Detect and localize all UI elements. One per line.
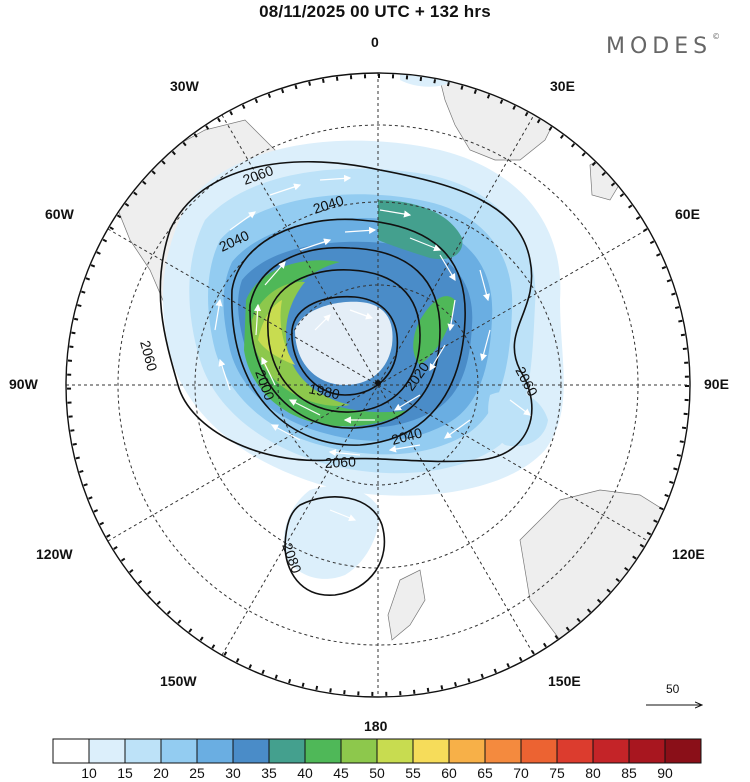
contour-label-2060d: 2060 (324, 453, 356, 471)
contour-label-2040c: 2040 (390, 424, 424, 448)
contour-2000 (267, 269, 421, 413)
shade-15-s (283, 486, 380, 579)
height-contours (159, 160, 533, 596)
colorbar-swatch (556, 738, 594, 764)
colorbar-swatch (592, 738, 630, 764)
colorbar-tick-label: 25 (189, 765, 205, 781)
colorbar-swatch (520, 738, 558, 764)
colorbar-swatch (196, 738, 234, 764)
contour-label-1980: 1980 (307, 380, 341, 402)
colorbar-tick-label: 55 (405, 765, 421, 781)
map-boundary (65, 72, 691, 698)
colorbar-tick-label: 20 (153, 765, 169, 781)
colorbar-swatch (52, 738, 90, 764)
boundary-ticks (67, 74, 689, 696)
colorbar-tick-label: 65 (477, 765, 493, 781)
contour-2020 (249, 246, 441, 429)
colorbar-tick-label: 10 (81, 765, 97, 781)
new-zealand-land (387, 569, 426, 641)
lon-label-150e: 150E (548, 673, 581, 689)
colorbar-swatch (160, 738, 198, 764)
colorbar-swatch (376, 738, 414, 764)
map-title: 08/11/2025 00 UTC + 132 hrs (259, 2, 491, 21)
lon-label-0: 0 (371, 34, 379, 50)
wind-vectors (214, 174, 531, 522)
colorbar-swatch (88, 738, 126, 764)
colorbar-tick-label: 45 (333, 765, 349, 781)
brand-name: MODES (606, 34, 713, 59)
lon-label-90w: 90W (9, 376, 38, 392)
colorbar-tick-label: 90 (657, 765, 673, 781)
contour-label-2060b: 2060 (137, 339, 161, 373)
colorbar-swatch (232, 738, 270, 764)
wind-speed-shading (163, 73, 564, 579)
colorbar-tick-label: 70 (513, 765, 529, 781)
shade-45-ne (413, 296, 455, 365)
colorbar-tick-label: 75 (549, 765, 565, 781)
shade-inner-white (295, 301, 393, 385)
contour-2040 (231, 218, 466, 446)
colorbar-tick-label: 30 (225, 765, 241, 781)
australia-land (519, 489, 690, 681)
lon-label-30w: 30W (170, 78, 199, 94)
colorbar-swatch (412, 738, 450, 764)
colorbar-swatch (268, 738, 306, 764)
lon-label-120w: 120W (36, 546, 73, 562)
shade-55 (258, 300, 295, 365)
shade-40 (378, 200, 463, 260)
shade-15-ne (400, 73, 455, 87)
contour-2060 (159, 160, 533, 463)
lon-label-60w: 60W (45, 206, 74, 222)
colorbar-tick-label: 80 (585, 765, 601, 781)
colorbar-tick-label: 50 (369, 765, 385, 781)
lon-label-150w: 150W (160, 673, 197, 689)
lon-label-120e: 120E (672, 546, 705, 562)
lon-label-90e: 90E (704, 376, 729, 392)
colorbar-swatch (664, 738, 702, 764)
colorbar-swatch (448, 738, 486, 764)
shade-15-e (488, 391, 548, 447)
wind-scale-arrow (646, 683, 710, 713)
lon-label-30e: 30E (550, 78, 575, 94)
colorbar (52, 738, 702, 764)
colorbar-swatch (340, 738, 378, 764)
pole-marker (375, 380, 381, 386)
copyright-mark: © (712, 32, 721, 41)
colorbar-tick-label: 85 (621, 765, 637, 781)
lon-label-180: 180 (364, 718, 388, 734)
lon-label-60e: 60E (675, 206, 700, 222)
colorbar-tick-label: 15 (117, 765, 133, 781)
colorbar-swatch (628, 738, 666, 764)
colorbar-tick-label: 35 (261, 765, 277, 781)
colorbar-tick-label: 40 (297, 765, 313, 781)
wind-scale-label: 50 (666, 682, 680, 696)
brand-logo: MODES© (606, 32, 721, 59)
colorbar-tick-label: 60 (441, 765, 457, 781)
contour-1980 (291, 295, 399, 396)
colorbar-swatch (484, 738, 522, 764)
colorbar-swatch (124, 738, 162, 764)
contour-2080 (284, 496, 386, 596)
colorbar-swatch (304, 738, 342, 764)
